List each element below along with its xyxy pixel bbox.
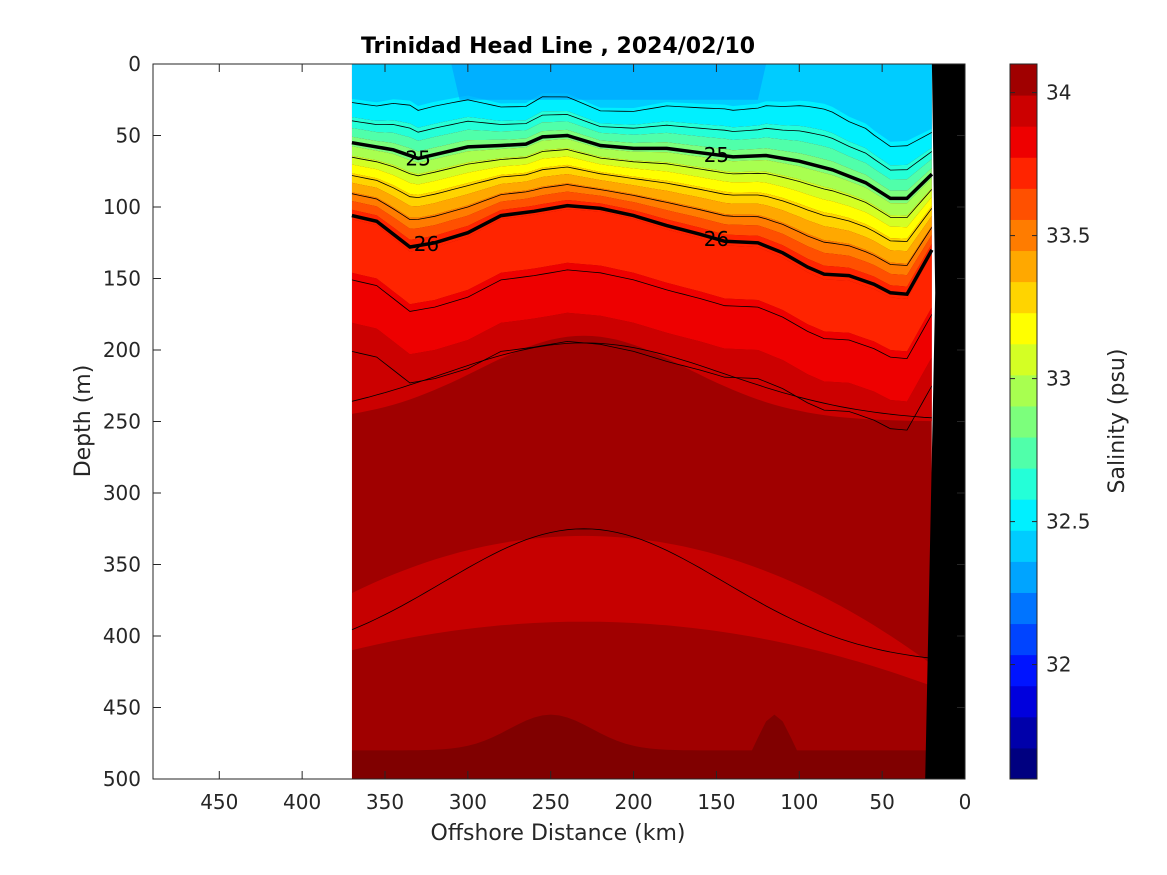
fill-band xyxy=(351,262,932,402)
x-axis-label: Offshore Distance (km) xyxy=(431,821,686,846)
colorbar-swatch xyxy=(1010,312,1037,345)
thin-contour xyxy=(351,149,932,219)
fill-band xyxy=(351,139,932,216)
colorbar-swatch xyxy=(1010,716,1037,749)
thin-contour xyxy=(351,114,932,171)
fill-band xyxy=(351,111,932,180)
colorbar-swatch xyxy=(1010,561,1037,593)
colorbar-tick-label: 32.5 xyxy=(1046,510,1091,534)
density-contour-25 xyxy=(351,133,934,201)
x-tick-label: 0 xyxy=(959,790,972,814)
y-tick-label: 100 xyxy=(103,195,141,219)
colorbar-swatch xyxy=(1010,747,1037,780)
fill-band xyxy=(351,714,932,779)
fill-band xyxy=(351,209,932,352)
colorbar xyxy=(1009,63,1038,780)
colorbar-swatch xyxy=(1010,343,1037,376)
thin-contour xyxy=(351,342,932,419)
fill-band xyxy=(351,164,932,252)
x-tick-label: 300 xyxy=(449,790,487,814)
y-tick-label: 400 xyxy=(103,624,141,648)
x-tick-label: 250 xyxy=(532,790,570,814)
x-tick-label: 200 xyxy=(614,790,652,814)
colorbar-swatch xyxy=(1010,157,1037,189)
density-contours: 25 25 26 26 xyxy=(351,96,934,659)
colorbar-swatch xyxy=(1010,126,1037,158)
y-tick-label: 500 xyxy=(103,767,141,791)
colorbar-swatch xyxy=(1010,530,1037,562)
colorbar-swatch xyxy=(1010,592,1037,625)
fill-band xyxy=(351,64,932,100)
colorbar-frame xyxy=(1009,63,1038,780)
colorbar-swatch xyxy=(1010,499,1037,531)
colorbar-swatch xyxy=(1010,374,1037,407)
colorbar-swatch xyxy=(1010,95,1037,127)
fill-band xyxy=(351,148,932,228)
fill-band xyxy=(351,183,932,276)
y-tick-label: 200 xyxy=(103,338,141,362)
thin-contour xyxy=(351,269,932,360)
fill-band xyxy=(351,535,932,686)
x-tick-label: 400 xyxy=(283,790,321,814)
x-tick-label: 350 xyxy=(366,790,404,814)
x-tick-label: 150 xyxy=(697,790,735,814)
colorbar-swatch xyxy=(1010,623,1037,656)
colorbar-swatch xyxy=(1010,685,1037,718)
y-axis-ticks: 0 50 100 150 200 250 300 350 400 450 500 xyxy=(103,52,965,791)
colorbar-tick-label: 33.5 xyxy=(1046,224,1091,248)
colorbar-swatch xyxy=(1010,468,1037,500)
y-tick-label: 250 xyxy=(103,410,141,434)
colorbar-tick-label: 34 xyxy=(1046,81,1071,105)
salinity-fill xyxy=(351,64,932,779)
colorbar-label: Salinity (psu) xyxy=(1105,349,1130,494)
y-tick-label: 0 xyxy=(128,52,141,76)
contour-label: 26 xyxy=(704,227,729,251)
fill-band xyxy=(351,174,932,264)
colorbar-swatch xyxy=(1010,437,1037,469)
thin-contour xyxy=(351,340,932,431)
x-axis-ticks: 450 400 350 300 250 200 150 100 50 0 xyxy=(200,64,971,814)
density-contour-26 xyxy=(351,203,934,297)
colorbar-swatch xyxy=(1010,281,1037,314)
thin-contour xyxy=(351,166,932,242)
colorbar-swatch xyxy=(1010,64,1037,96)
colorbar-swatch xyxy=(1010,250,1037,283)
y-tick-label: 150 xyxy=(103,267,141,291)
chart-title: Trinidad Head Line , 2024/02/10 xyxy=(361,34,755,59)
contour-label: 26 xyxy=(414,232,439,256)
thin-contour xyxy=(351,184,932,266)
fill-band xyxy=(351,191,932,287)
x-tick-label: 50 xyxy=(869,790,894,814)
colorbar-swatch xyxy=(1010,405,1037,438)
colorbar-swatch xyxy=(1010,188,1037,220)
bathymetry xyxy=(925,64,965,779)
thin-contour xyxy=(351,96,932,147)
x-tick-label: 100 xyxy=(780,790,818,814)
y-tick-label: 300 xyxy=(103,481,141,505)
fill-band xyxy=(351,121,932,191)
thin-contour xyxy=(351,528,932,659)
colorbar-tick-label: 32 xyxy=(1046,653,1071,677)
x-tick-label: 450 xyxy=(200,790,238,814)
colorbar-tick-label: 33 xyxy=(1046,367,1071,391)
fill-band xyxy=(351,156,932,239)
y-tick-label: 50 xyxy=(116,124,141,148)
fill-band xyxy=(351,129,932,204)
y-tick-label: 450 xyxy=(103,696,141,720)
y-axis-label: Depth (m) xyxy=(71,365,96,478)
bathymetry-shape xyxy=(925,64,965,779)
colorbar-swatch xyxy=(1010,654,1037,687)
y-tick-label: 350 xyxy=(103,553,141,577)
contour-label: 25 xyxy=(704,143,729,167)
contour-label: 25 xyxy=(405,146,430,170)
colorbar-ticks: 32 32.5 33 33.5 34 xyxy=(1010,81,1091,677)
